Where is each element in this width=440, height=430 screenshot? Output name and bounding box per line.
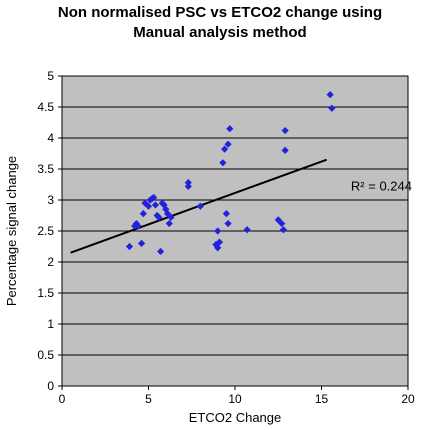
data-point: [155, 213, 163, 221]
data-point: [278, 219, 286, 228]
y-tick-label: 2.5: [37, 224, 54, 238]
data-point: [184, 182, 192, 190]
data-point: [222, 210, 230, 218]
y-tick-label: 1.5: [37, 286, 54, 300]
y-tick-label: 2: [47, 255, 54, 269]
grid-lines: [62, 75, 408, 356]
data-point: [165, 219, 173, 228]
y-tick-label: 0: [47, 379, 54, 393]
data-point: [224, 140, 232, 148]
data-point: [150, 193, 158, 202]
tick-labels: 0 0.5 1 1.5 2 2.5 3 3.5 4 4.5 5 0 5 10 15 20: [37, 69, 415, 406]
y-tick-label: 4.5: [37, 100, 54, 114]
data-point: [151, 201, 160, 209]
data-point: [226, 125, 234, 133]
x-tick-label: 15: [315, 392, 329, 406]
x-tick-label: 20: [401, 392, 415, 406]
y-tick-label: 1: [47, 317, 54, 331]
data-point: [281, 146, 289, 154]
y-tick-label: 3.5: [37, 162, 54, 176]
data-point: [326, 91, 334, 99]
y-axis-label: Percentage signal change: [4, 156, 19, 306]
data-point: [243, 226, 251, 234]
data-point: [137, 239, 146, 247]
r-squared-annotation: R² = 0.244: [351, 179, 412, 194]
data-point: [214, 244, 222, 252]
data-point: [328, 104, 336, 112]
data-point: [144, 202, 153, 210]
x-axis-label: ETCO2 Change: [189, 410, 282, 425]
data-point: [279, 226, 288, 234]
x-tick-label: 5: [145, 392, 152, 406]
y-tick-label: 0.5: [37, 348, 54, 362]
data-points: [125, 91, 336, 256]
x-tick-label: 0: [59, 392, 66, 406]
data-point: [214, 227, 222, 235]
chart-title-line-1: Non normalised PSC vs ETCO2 change using: [57, 4, 383, 21]
data-point: [196, 202, 204, 210]
data-point: [167, 213, 175, 221]
y-tick-label: 5: [47, 69, 54, 83]
data-point: [184, 179, 192, 187]
data-point: [219, 159, 227, 167]
y-tick-label: 3: [47, 193, 54, 207]
data-point: [139, 210, 147, 218]
data-point: [281, 126, 289, 135]
data-point: [224, 219, 232, 228]
data-point: [134, 222, 142, 230]
data-point: [125, 242, 134, 251]
data-point: [157, 247, 165, 256]
y-tick-label: 4: [47, 131, 54, 145]
chart-title-line-2: Manual analysis method: [133, 24, 307, 41]
data-point: [221, 145, 229, 153]
data-point: [215, 238, 224, 246]
x-tick-label: 10: [228, 392, 242, 406]
